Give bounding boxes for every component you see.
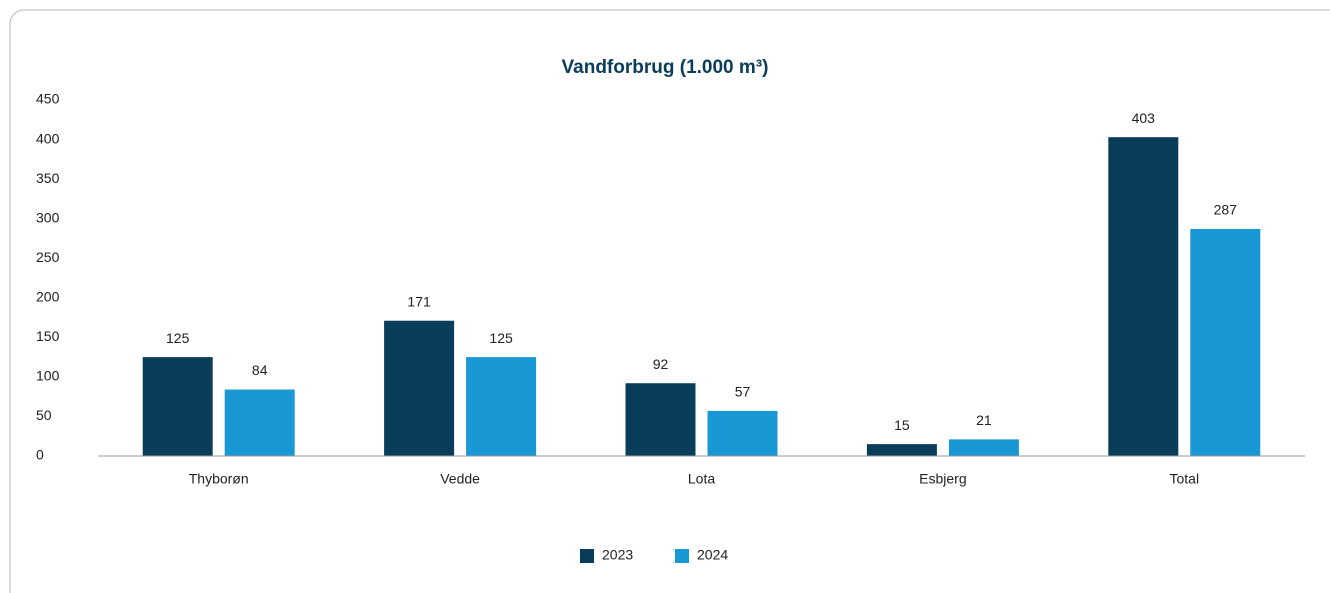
data-label: 84 (252, 362, 268, 378)
y-tick-label: 100 (36, 368, 60, 384)
bar (142, 357, 213, 456)
x-tick-label: Lota (688, 471, 715, 487)
x-tick-label: Esbjerg (919, 471, 966, 487)
legend-swatch (675, 549, 689, 563)
y-tick-label: 350 (36, 170, 60, 186)
data-label: 125 (166, 330, 190, 346)
y-tick-label: 150 (36, 328, 60, 344)
y-tick-label: 400 (36, 130, 60, 146)
data-label: 171 (407, 293, 431, 309)
bar (1108, 137, 1179, 456)
y-tick-label: 50 (36, 407, 52, 423)
chart-title: Vandforbrug (1.000 m³) (562, 57, 769, 78)
bar (866, 444, 937, 456)
data-label: 92 (653, 356, 669, 372)
y-tick-label: 300 (36, 209, 60, 225)
data-label: 125 (489, 330, 513, 346)
data-label: 15 (894, 417, 910, 433)
bar (224, 389, 295, 456)
bar (466, 357, 537, 456)
data-label: 403 (1132, 110, 1156, 126)
legend-label: 2023 (602, 547, 633, 563)
bar (707, 410, 778, 456)
y-tick-label: 0 (36, 447, 44, 463)
legend-label: 2024 (697, 547, 728, 563)
y-tick-label: 450 (36, 91, 60, 107)
x-tick-label: Vedde (440, 471, 480, 487)
bar (1190, 228, 1261, 456)
x-tick-label: Total (1170, 471, 1200, 487)
bar (948, 439, 1019, 456)
legend-swatch (580, 549, 594, 563)
y-tick-label: 250 (36, 249, 60, 265)
bar (625, 383, 696, 456)
bar (384, 320, 455, 456)
data-label: 57 (735, 384, 751, 400)
y-tick-label: 200 (36, 288, 60, 304)
data-label: 21 (976, 412, 992, 428)
x-tick-label: Thyborøn (189, 471, 249, 487)
data-label: 287 (1214, 202, 1238, 218)
